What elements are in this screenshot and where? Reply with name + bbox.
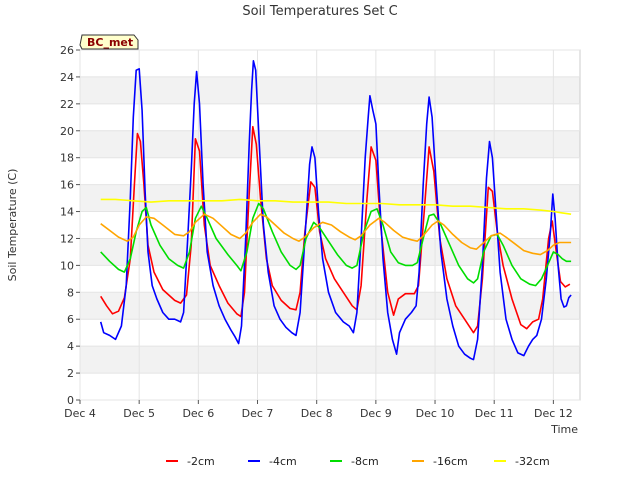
legend-label: -8cm	[351, 455, 379, 468]
series-lines	[99, 59, 572, 361]
series-line-minus-16cm	[100, 213, 572, 256]
series-line-minus-32cm	[100, 198, 572, 215]
y-axis-label: Soil Temperature (C)	[6, 169, 19, 282]
y-tick-label: 22	[60, 98, 74, 111]
series-line-minus-8cm	[100, 202, 572, 287]
x-tick-label: Dec 10	[416, 407, 455, 420]
y-tick-label: 10	[60, 259, 74, 272]
plot-band	[80, 130, 580, 158]
x-axis-ticks: Dec 4 Dec 5 Dec 6 Dec 7 Dec 8 Dec 9 Dec 10 Dec …	[64, 400, 573, 420]
y-tick-label: 2	[67, 367, 74, 380]
y-tick-label: 14	[60, 206, 74, 219]
x-tick-label: Dec 7	[242, 407, 274, 420]
y-tick-label: 20	[60, 125, 74, 138]
x-tick-label: Dec 5	[123, 407, 155, 420]
x-tick-label: Dec 6	[182, 407, 214, 420]
y-tick-label: 16	[60, 179, 74, 192]
x-tick-label: Dec 4	[64, 407, 96, 420]
plot-band	[80, 76, 580, 104]
legend-label: -32cm	[515, 455, 550, 468]
y-tick-label: 4	[67, 340, 74, 353]
x-tick-label: Dec 12	[534, 407, 573, 420]
series-line-minus-4cm	[99, 59, 572, 361]
plot-band	[80, 346, 580, 374]
legend-label: -16cm	[433, 455, 468, 468]
y-tick-label: 0	[67, 394, 74, 407]
y-tick-label: 8	[67, 286, 74, 299]
x-tick-label: Dec 8	[301, 407, 333, 420]
station-tag-box	[79, 34, 139, 50]
y-tick-label: 6	[67, 313, 74, 326]
legend-label: -4cm	[269, 455, 297, 468]
y-tick-label: 18	[60, 152, 74, 165]
x-tick-label: Dec 11	[475, 407, 514, 420]
legend: -2cm -4cm -8cm -16cm -32cm	[166, 455, 550, 468]
plot-background-bands	[80, 76, 580, 374]
x-axis-label: Time	[550, 423, 578, 436]
y-tick-label: 24	[60, 71, 74, 84]
station-tag-label: BC_met	[87, 36, 133, 49]
y-tick-label: 12	[60, 232, 74, 245]
y-tick-label: 26	[60, 44, 74, 57]
series-line-minus-2cm	[100, 125, 571, 334]
station-tag: BC_met	[79, 34, 139, 50]
chart-title: Soil Temperatures Set C	[242, 4, 397, 19]
x-tick-label: Dec 9	[360, 407, 392, 420]
legend-label: -2cm	[187, 455, 215, 468]
plot-band	[80, 184, 580, 212]
